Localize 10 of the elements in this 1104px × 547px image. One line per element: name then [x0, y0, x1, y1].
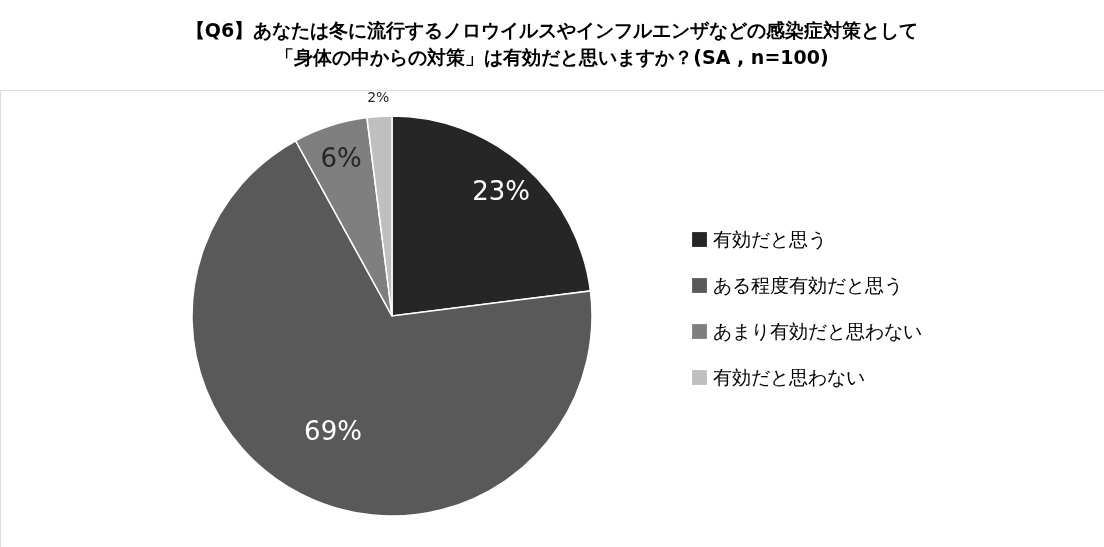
chart-subtitle: 「身体の中からの対策」は有効だと思いますか？(SA , n=100) [275, 46, 829, 68]
legend-label: あまり有効だと思わない [713, 319, 922, 342]
legend-label: 有効だと思う [713, 227, 827, 250]
data-label: 69% [304, 415, 362, 446]
legend-label: 有効だと思わない [713, 365, 865, 388]
chart-title: 【Q6】あなたは冬に流行するノロウイルスやインフルエンザなどの感染症対策として [185, 19, 919, 41]
data-label: 2% [367, 89, 390, 106]
legend-label: ある程度有効だと思う [713, 273, 903, 296]
data-label: 23% [472, 176, 531, 207]
data-label: 6% [320, 143, 362, 174]
